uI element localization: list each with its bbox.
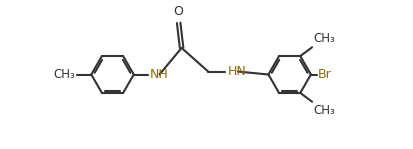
Text: Br: Br: [317, 68, 330, 81]
Text: O: O: [173, 5, 183, 18]
Text: CH₃: CH₃: [312, 32, 334, 45]
Text: HN: HN: [227, 65, 245, 78]
Text: CH₃: CH₃: [312, 104, 334, 117]
Text: CH₃: CH₃: [53, 68, 75, 81]
Text: NH: NH: [150, 68, 169, 81]
